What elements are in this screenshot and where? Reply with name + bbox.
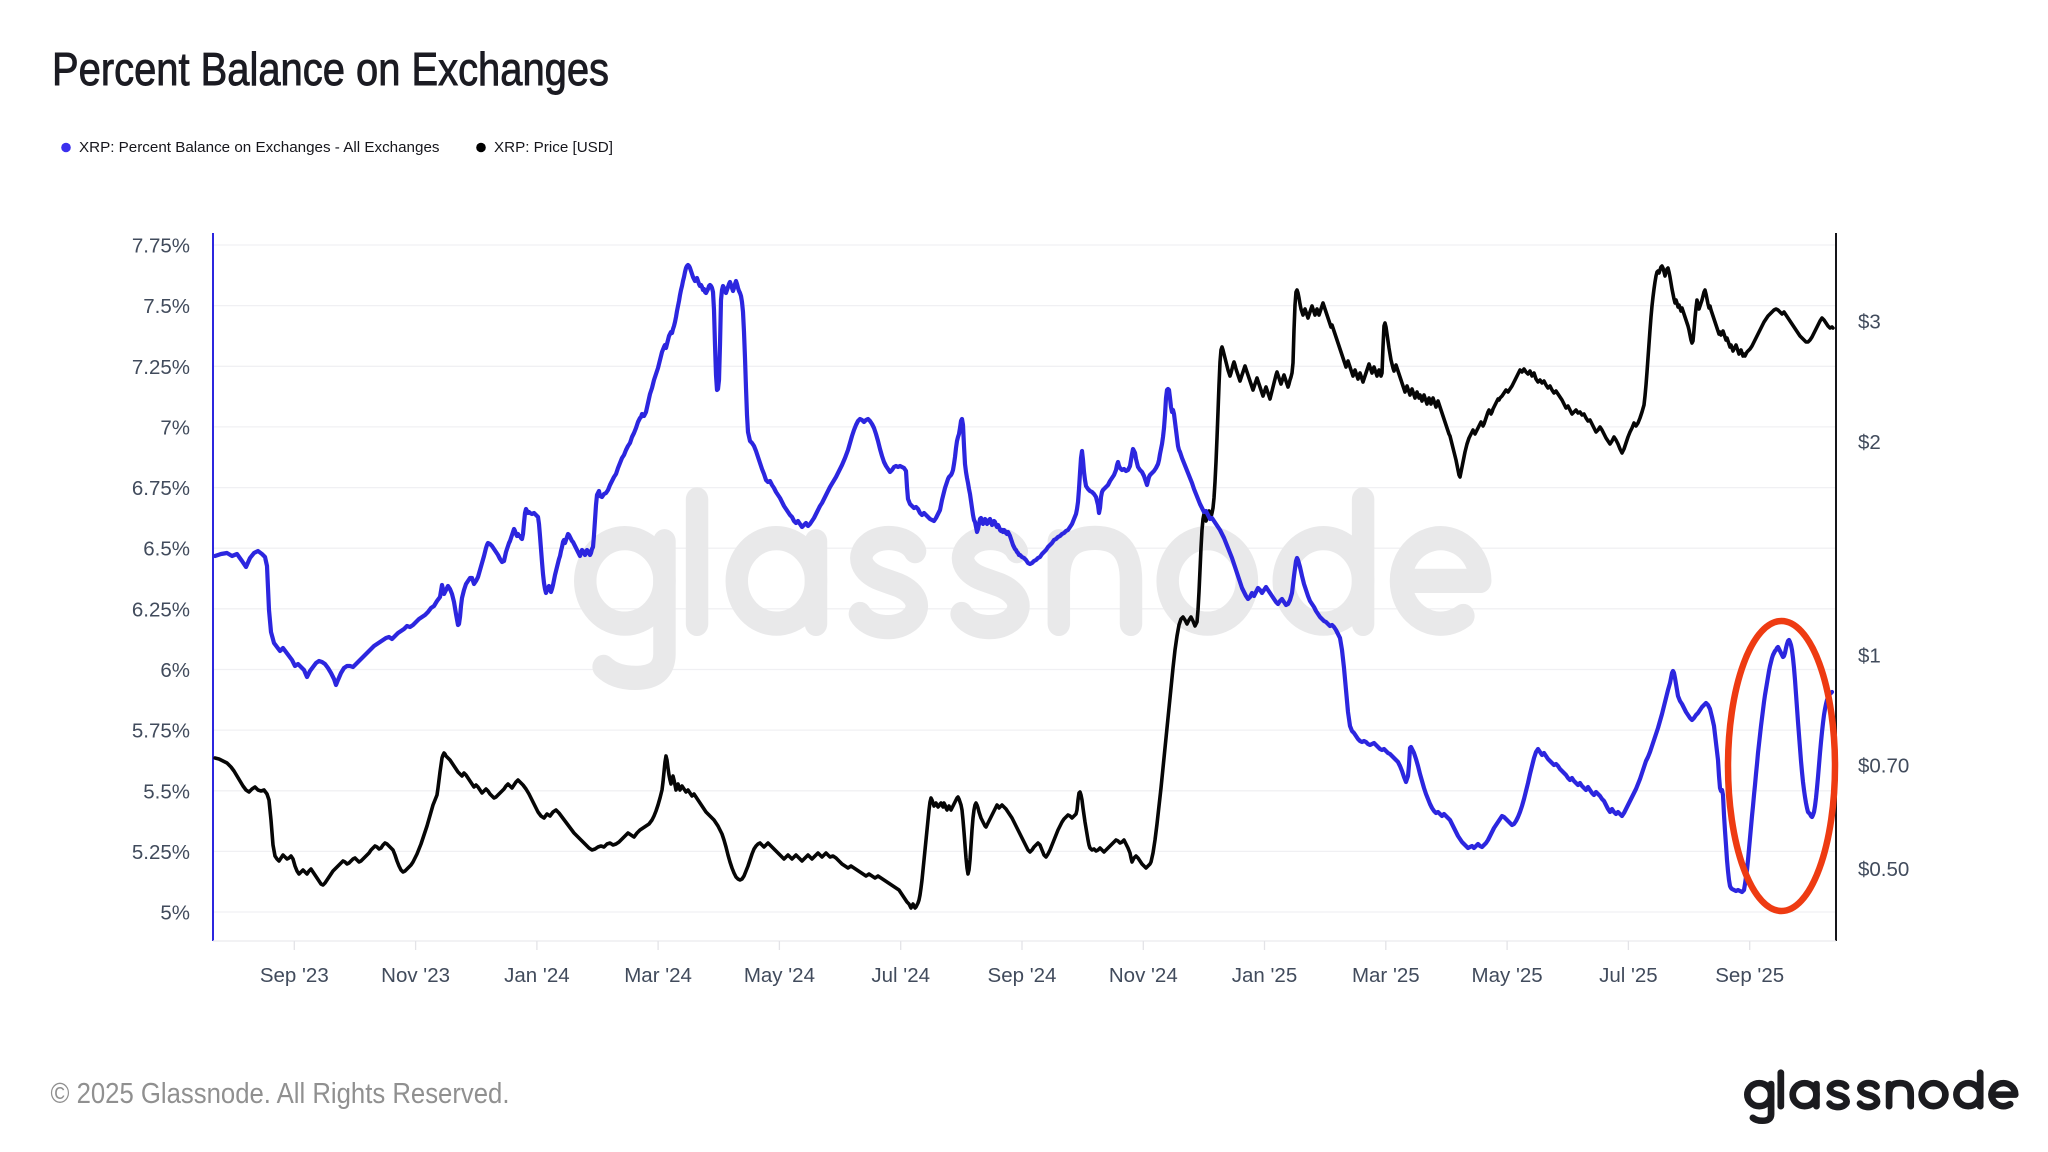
svg-text:$0.70: $0.70 [1858,755,1909,778]
svg-text:$2: $2 [1858,431,1881,454]
svg-text:May '24: May '24 [744,964,815,987]
svg-text:Sep '24: Sep '24 [988,964,1057,987]
svg-text:Percent Balance on Exchanges: Percent Balance on Exchanges [52,43,609,95]
svg-text:Mar '25: Mar '25 [1352,964,1420,987]
svg-text:$3: $3 [1858,311,1881,334]
svg-text:XRP: Percent Balance on Exchan: XRP: Percent Balance on Exchanges - All … [79,139,440,156]
svg-text:Sep '25: Sep '25 [1715,964,1784,987]
svg-text:7.25%: 7.25% [132,356,190,379]
svg-text:Jan '24: Jan '24 [504,964,569,987]
svg-text:Jul '24: Jul '24 [871,964,930,987]
svg-text:5.5%: 5.5% [143,780,190,803]
svg-text:7.75%: 7.75% [132,235,190,258]
svg-text:6%: 6% [160,659,190,682]
svg-text:6.75%: 6.75% [132,477,190,500]
svg-text:$1: $1 [1858,645,1881,668]
svg-text:May '25: May '25 [1472,964,1543,987]
svg-text:XRP: Price [USD]: XRP: Price [USD] [494,139,613,156]
svg-text:Sep '23: Sep '23 [260,964,329,987]
svg-text:Mar '24: Mar '24 [624,964,692,987]
svg-text:6.5%: 6.5% [143,538,190,561]
svg-text:Nov '23: Nov '23 [381,964,450,987]
svg-text:Nov '24: Nov '24 [1109,964,1178,987]
svg-text:5%: 5% [160,902,190,925]
svg-text:$0.50: $0.50 [1858,858,1909,881]
svg-text:7.5%: 7.5% [143,295,190,318]
svg-text:6.25%: 6.25% [132,598,190,621]
svg-text:5.75%: 5.75% [132,720,190,743]
svg-text:© 2025 Glassnode. All Rights R: © 2025 Glassnode. All Rights Reserved. [51,1078,510,1110]
svg-text:7%: 7% [160,416,190,439]
svg-text:Jul '25: Jul '25 [1599,964,1658,987]
svg-text:5.25%: 5.25% [132,841,190,864]
svg-text:Jan '25: Jan '25 [1232,964,1297,987]
